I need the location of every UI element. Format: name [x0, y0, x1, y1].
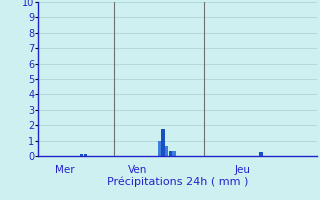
- Text: Jeu: Jeu: [235, 165, 251, 175]
- Bar: [80, 154, 83, 156]
- Bar: [172, 151, 176, 156]
- Bar: [158, 141, 161, 156]
- Text: Précipitations 24h ( mm ): Précipitations 24h ( mm ): [107, 176, 248, 187]
- Bar: [169, 151, 172, 156]
- Bar: [162, 129, 165, 156]
- Bar: [165, 146, 168, 156]
- Bar: [84, 154, 87, 156]
- Bar: [260, 152, 263, 156]
- Text: Ven: Ven: [128, 165, 147, 175]
- Text: Mer: Mer: [55, 165, 75, 175]
